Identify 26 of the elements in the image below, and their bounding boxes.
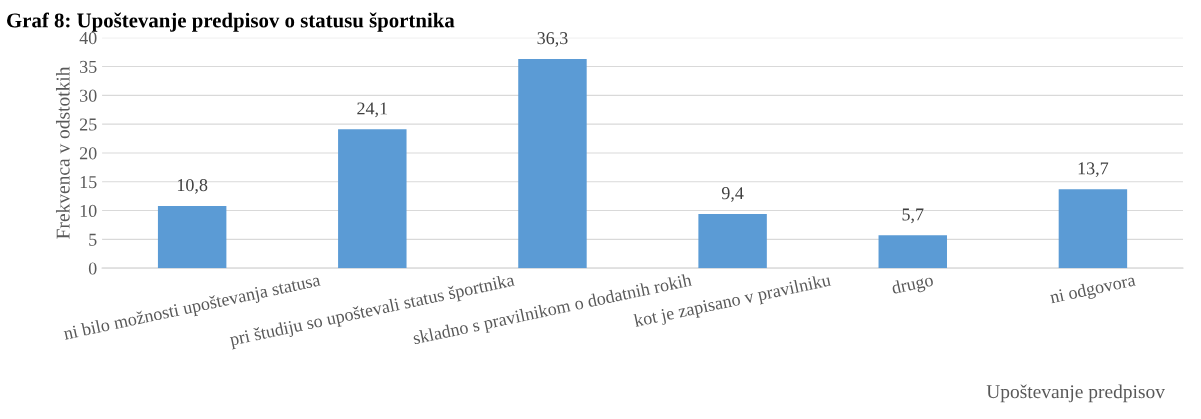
x-tick-label: drugo xyxy=(891,273,935,298)
bar xyxy=(338,129,407,269)
y-tick-label: 30 xyxy=(80,89,97,102)
chart-title: Graf 8: Upoštevanje predpisov o statusu športnika xyxy=(7,12,455,32)
y-tick-label: 5 xyxy=(89,233,97,246)
y-axis-title: Frekvenca v odstotkih xyxy=(55,66,70,239)
data-label: 5,7 xyxy=(902,208,924,224)
bar xyxy=(878,235,947,269)
data-label: 13,7 xyxy=(1078,162,1109,178)
data-label: 10,8 xyxy=(177,178,208,194)
y-tick-label: 0 xyxy=(88,262,97,275)
y-tick-label: 25 xyxy=(79,118,97,131)
y-tick-label: 40 xyxy=(79,31,97,45)
data-label: 36,3 xyxy=(537,32,568,47)
bar xyxy=(698,214,767,269)
y-tick-label: 20 xyxy=(79,147,97,160)
data-label: 9,4 xyxy=(721,187,744,202)
data-label: 24,1 xyxy=(357,102,388,118)
x-tick-label: ni odgovora xyxy=(1049,273,1137,308)
bar xyxy=(157,205,227,269)
x-axis-title: Upoštevanje predpisov xyxy=(986,384,1165,403)
y-tick-label: 15 xyxy=(80,176,97,189)
y-tick-label: 10 xyxy=(80,204,97,217)
y-tick-label: 35 xyxy=(80,60,97,73)
bar xyxy=(518,59,587,269)
bar xyxy=(1058,189,1128,269)
